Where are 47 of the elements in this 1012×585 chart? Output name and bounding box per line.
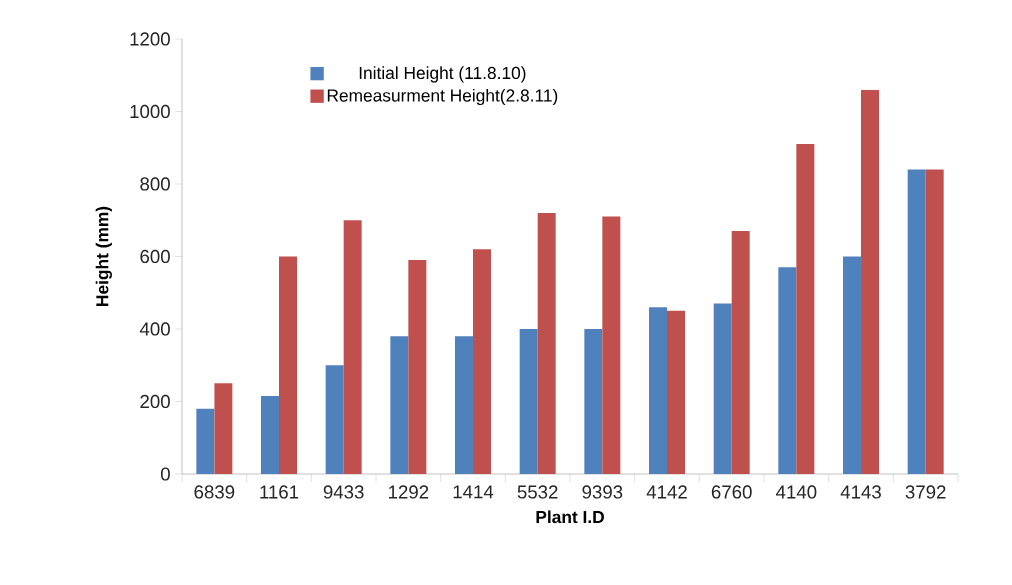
bar bbox=[713, 303, 732, 474]
y-axis-title: Height (mm) bbox=[95, 206, 112, 306]
x-tick-label: 9393 bbox=[582, 485, 623, 499]
bar bbox=[343, 220, 362, 474]
bar bbox=[907, 169, 926, 474]
bar bbox=[519, 329, 538, 474]
x-tick-label: 1161 bbox=[260, 485, 299, 499]
bar bbox=[649, 307, 668, 474]
x-axis-title: Plant I.D bbox=[536, 510, 604, 524]
bar bbox=[408, 260, 427, 474]
bar bbox=[778, 267, 797, 474]
x-tick-label: 5532 bbox=[517, 485, 558, 499]
bar bbox=[279, 256, 297, 474]
bar bbox=[843, 256, 862, 474]
y-tick-label: 600 bbox=[140, 249, 170, 264]
bar bbox=[537, 212, 556, 474]
bar bbox=[584, 329, 603, 474]
x-tick-label: 3792 bbox=[905, 485, 946, 499]
x-tick-label: 1414 bbox=[453, 485, 494, 499]
bar bbox=[602, 216, 621, 474]
y-tick-label: 0 bbox=[160, 467, 170, 481]
y-tick-label: 1200 bbox=[130, 32, 170, 46]
bar bbox=[473, 249, 492, 474]
y-tick-label: 1000 bbox=[130, 104, 170, 119]
bar bbox=[667, 310, 686, 474]
bar bbox=[861, 89, 880, 474]
legend-label: Remeasurment Height(2.8.11) bbox=[327, 88, 558, 106]
x-tick-label: 9433 bbox=[323, 485, 364, 499]
bar bbox=[925, 169, 944, 474]
bar bbox=[731, 231, 750, 474]
bar bbox=[390, 336, 409, 474]
bar bbox=[455, 336, 474, 474]
bar bbox=[214, 383, 233, 474]
y-tick-label: 800 bbox=[140, 177, 170, 191]
x-tick-label: 4142 bbox=[646, 485, 687, 499]
x-tick-label: 1292 bbox=[389, 485, 429, 499]
y-tick-label: 200 bbox=[140, 394, 170, 409]
legend-label: Initial Height (11.8.10) bbox=[359, 66, 526, 83]
y-tick-label: 400 bbox=[139, 322, 170, 336]
bar bbox=[196, 408, 215, 474]
bar bbox=[261, 396, 279, 474]
bar bbox=[325, 365, 344, 474]
bar bbox=[796, 144, 815, 474]
x-tick-label: 6760 bbox=[711, 485, 752, 499]
x-tick-label: 4143 bbox=[840, 485, 881, 499]
x-tick-label: 4140 bbox=[776, 485, 817, 499]
x-tick-label: 6839 bbox=[194, 485, 235, 499]
